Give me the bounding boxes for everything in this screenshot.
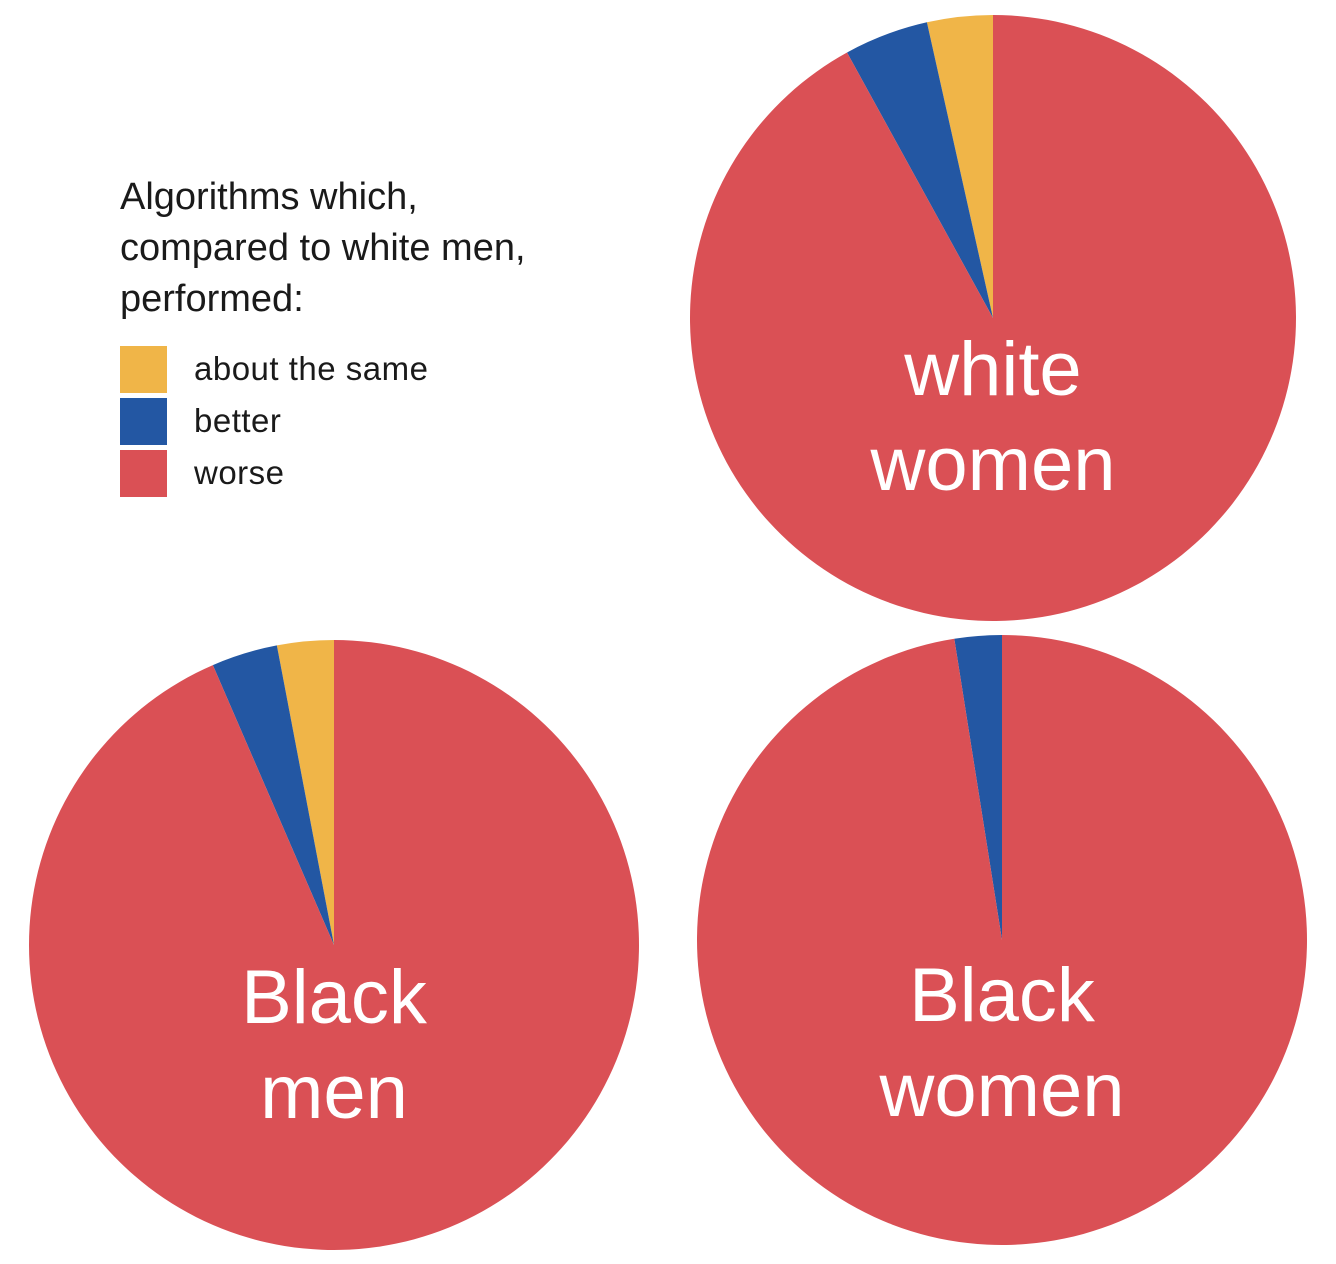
pie-chart-white-women: white women — [690, 15, 1296, 621]
pie-label: Black — [909, 953, 1096, 1038]
pie-slice-worse — [29, 640, 639, 1250]
pie-slice-worse — [697, 635, 1307, 1245]
pie-label: women — [879, 1048, 1125, 1133]
pie-chart-black-men: Black men — [29, 640, 639, 1250]
pie-label: Black — [241, 955, 428, 1040]
pie-chart-black-women: Black women — [697, 635, 1307, 1245]
pie-label: white — [903, 327, 1081, 412]
pie-label: men — [260, 1050, 408, 1135]
pie-label: women — [870, 422, 1116, 507]
